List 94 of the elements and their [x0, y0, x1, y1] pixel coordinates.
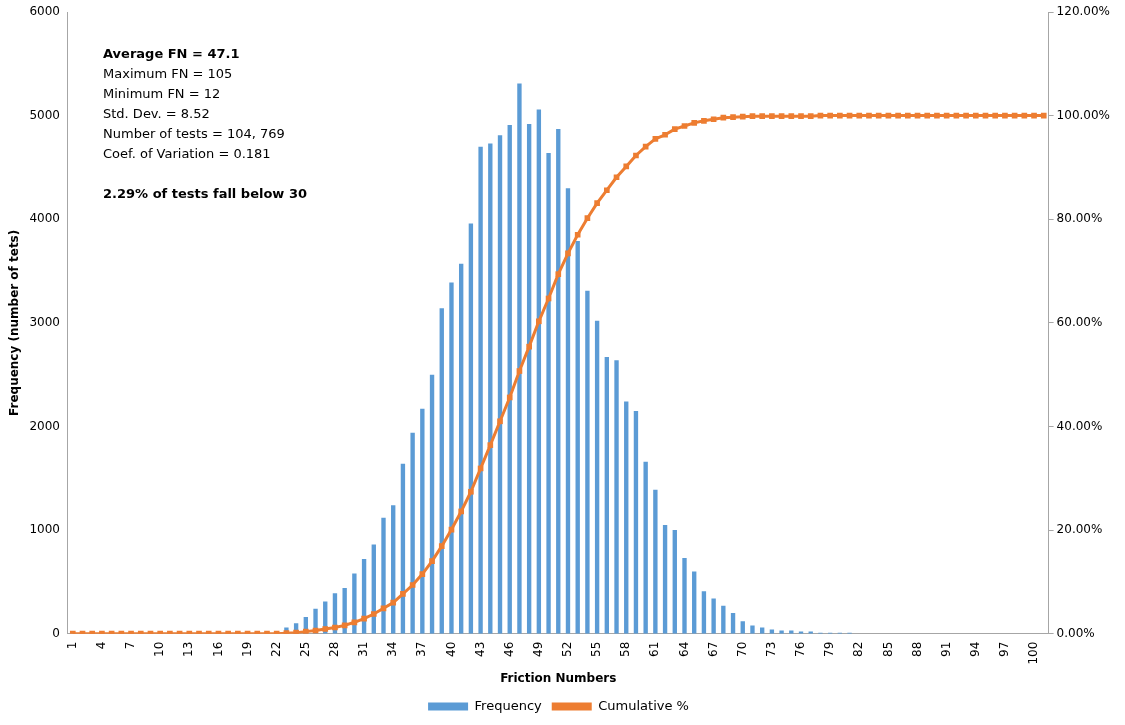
bar — [594, 320, 600, 634]
x-tick-label: 7 — [123, 641, 138, 650]
bar — [692, 571, 697, 634]
bar — [497, 135, 503, 634]
bar — [682, 558, 687, 634]
bar — [526, 123, 532, 634]
x-tick-label: 100 — [1026, 641, 1041, 665]
bar — [488, 143, 493, 634]
bar — [633, 410, 639, 634]
bar — [604, 357, 610, 634]
bar — [585, 290, 590, 634]
legend-label: Frequency — [474, 697, 543, 713]
bar — [468, 223, 474, 634]
x-tick-label: 88 — [909, 641, 924, 657]
x-tick-label: 76 — [793, 641, 808, 657]
bar — [381, 517, 386, 634]
annotation: Maximum FN = 105 — [103, 65, 234, 83]
x-tick-label: 1 — [64, 641, 79, 650]
x-tick-label: 91 — [938, 641, 953, 657]
y2-tick-label: 100.00% — [1056, 107, 1110, 122]
bar — [721, 605, 726, 634]
x-tick-label: 46 — [501, 641, 516, 657]
x-tick-label: 43 — [472, 641, 487, 657]
bar — [478, 146, 483, 634]
annotation: Average FN = 47.1 — [103, 45, 241, 63]
x-tick-label: 52 — [560, 641, 575, 657]
legend-label: Cumulative % — [598, 697, 689, 713]
bar — [507, 124, 512, 634]
y-tick-label: 0 — [52, 625, 60, 640]
x-tick-label: 28 — [327, 641, 342, 657]
bar — [556, 129, 561, 634]
y-tick-label: 5000 — [29, 107, 60, 122]
x-axis-title: Friction Numbers — [500, 670, 617, 685]
bar — [342, 588, 347, 634]
x-tick-label: 70 — [734, 641, 749, 657]
y2-tick-label: 20.00% — [1056, 522, 1103, 537]
annotation: Number of tests = 104, 769 — [103, 125, 286, 143]
x-tick-label: 85 — [880, 641, 895, 657]
x-tick-label: 10 — [152, 641, 167, 657]
annotation: Coef. of Variation = 0.181 — [103, 145, 272, 163]
bar — [672, 530, 677, 634]
x-tick-label: 94 — [967, 641, 982, 657]
x-tick-label: 61 — [647, 641, 662, 657]
x-tick-label: 64 — [676, 641, 691, 657]
y-axis-title: Frequency (number of tets) — [7, 229, 22, 416]
bar — [614, 360, 619, 634]
y2-tick-label: 80.00% — [1056, 211, 1103, 226]
x-tick-label: 37 — [414, 641, 429, 657]
y-tick-label: 1000 — [29, 522, 60, 537]
x-tick-label: 19 — [239, 641, 254, 657]
y2-tick-label: 120.00% — [1056, 4, 1110, 19]
bar — [653, 489, 658, 634]
x-tick-label: 31 — [356, 641, 371, 657]
bar — [750, 625, 755, 634]
bar — [536, 109, 542, 634]
x-tick-label: 97 — [997, 641, 1012, 657]
bar — [701, 591, 707, 634]
y2-tick-label: 60.00% — [1056, 314, 1103, 329]
annotation: Minimum FN = 12 — [103, 85, 222, 103]
bar — [410, 432, 415, 634]
y2-tick-label: 0.00% — [1056, 625, 1095, 640]
bar — [429, 374, 435, 634]
bar — [711, 598, 716, 634]
bar — [400, 463, 406, 634]
y-tick-label: 4000 — [29, 211, 60, 226]
bar — [565, 188, 571, 634]
bar — [517, 83, 522, 634]
bar — [420, 408, 425, 634]
x-tick-label: 49 — [530, 641, 545, 657]
x-tick-label: 16 — [210, 641, 225, 657]
x-tick-label: 22 — [268, 641, 283, 657]
x-tick-label: 4 — [94, 641, 109, 650]
annotation: Std. Dev. = 8.52 — [103, 105, 211, 123]
y2-tick-label: 40.00% — [1056, 418, 1103, 433]
x-tick-label: 67 — [705, 641, 720, 657]
x-tick-label: 58 — [618, 641, 633, 657]
x-tick-label: 79 — [822, 641, 837, 657]
y-tick-label: 2000 — [29, 418, 60, 433]
bar — [643, 461, 648, 634]
bar — [546, 152, 551, 634]
bar — [662, 524, 668, 634]
y-tick-label: 6000 — [29, 4, 60, 19]
y-tick-label: 3000 — [29, 314, 60, 329]
annotation: 2.29% of tests fall below 30 — [103, 185, 307, 203]
bar — [449, 282, 454, 634]
x-tick-label: 73 — [764, 641, 779, 657]
x-tick-label: 40 — [443, 641, 458, 657]
x-tick-label: 55 — [589, 641, 604, 657]
x-tick-label: 13 — [181, 641, 196, 657]
bar — [352, 573, 357, 634]
x-tick-label: 82 — [851, 641, 866, 657]
x-tick-label: 34 — [385, 641, 400, 657]
x-tick-label: 25 — [297, 641, 312, 657]
bar — [624, 401, 629, 634]
